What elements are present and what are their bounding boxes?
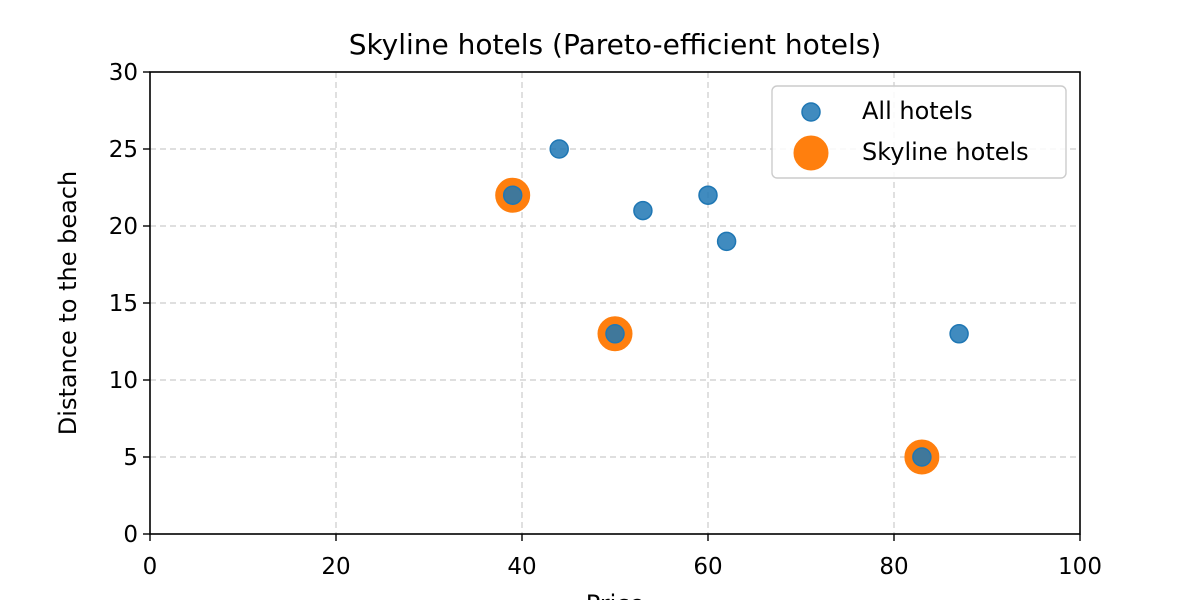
legend-label-skyline-hotels: Skyline hotels — [862, 138, 1029, 166]
all-hotel-point — [698, 185, 718, 205]
legend-label-all-hotels: All hotels — [862, 97, 973, 125]
x-tick-label: 0 — [143, 554, 158, 580]
x-tick-label: 40 — [507, 554, 536, 580]
all-hotel-point — [633, 200, 653, 221]
all-hotel-point — [716, 231, 737, 252]
all-hotel-point — [502, 185, 523, 205]
x-axis-label: Price — [586, 590, 645, 600]
data-points — [495, 139, 969, 475]
all-hotel-point — [549, 139, 569, 159]
all-hotel-point — [949, 324, 969, 344]
y-tick-label: 15 — [109, 291, 138, 317]
x-tick-label: 80 — [879, 554, 908, 580]
y-axis-label: Distance to the beach — [54, 171, 82, 435]
grid-lines — [150, 72, 1080, 534]
y-tick-label: 30 — [109, 60, 138, 86]
legend: All hotels Skyline hotels — [771, 85, 1067, 179]
x-tick-label: 20 — [321, 554, 350, 580]
y-tick-label: 20 — [109, 214, 138, 240]
all-hotel-point — [605, 324, 625, 344]
all-hotel-point — [912, 447, 932, 467]
y-tick-label: 25 — [109, 137, 138, 163]
x-tick-label: 100 — [1058, 554, 1102, 580]
axis-ticks: 0 20 40 60 80 100 0 5 10 15 20 25 30 — [109, 60, 1102, 580]
legend-marker-skyline-hotels — [793, 135, 829, 171]
y-tick-label: 10 — [109, 368, 138, 394]
x-tick-label: 60 — [693, 554, 722, 580]
y-tick-label: 0 — [123, 522, 138, 548]
legend-box — [771, 85, 1067, 179]
legend-marker-all-hotels — [801, 102, 821, 122]
chart-title: Skyline hotels (Pareto-efficient hotels) — [349, 28, 882, 61]
y-tick-label: 5 — [123, 445, 138, 471]
